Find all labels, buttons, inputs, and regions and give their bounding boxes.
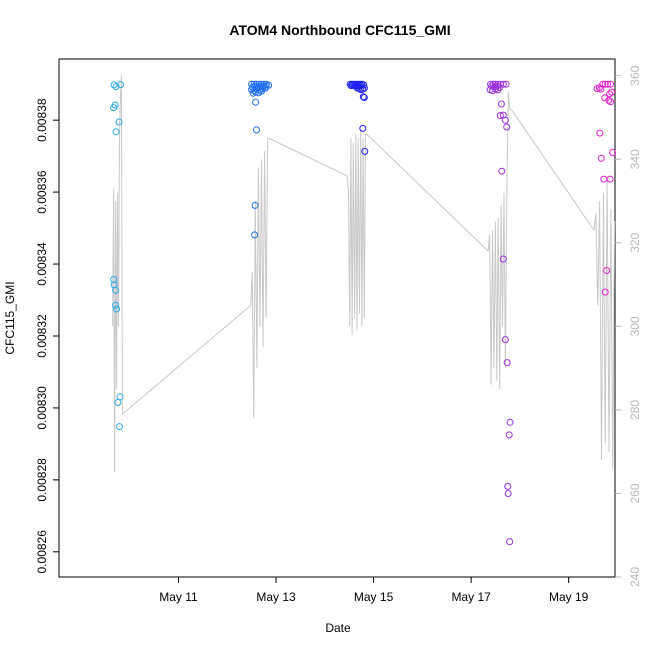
altitude-transit-2 [268, 137, 348, 177]
data-point-flight-5-14 [597, 154, 605, 162]
y2-tick-label: 300 [628, 316, 642, 336]
data-point-flight-4-20 [498, 167, 506, 175]
data-point-flight-5-12 [596, 129, 604, 137]
altitude-profile-flight-5 [593, 180, 617, 469]
data-point-flight-2-26 [251, 201, 259, 209]
altitude-transit-1 [122, 305, 251, 415]
x-axis-label: Date [325, 621, 351, 635]
data-point-flight-2-23 [257, 87, 265, 95]
x-tick-label: May 13 [256, 590, 296, 604]
data-point-flight-4-18 [501, 116, 509, 124]
scatter-points-layer [110, 80, 617, 546]
x-tick-label: May 11 [159, 590, 198, 604]
data-point-flight-5-13 [609, 149, 617, 156]
data-point-flight-1-2 [117, 81, 124, 88]
data-point-flight-2-0 [248, 80, 256, 88]
data-point-flight-3-20 [360, 94, 368, 101]
y-tick-label: 0.00836 [35, 170, 49, 214]
data-point-flight-4-25 [505, 431, 513, 439]
altitude-profile-flight-1 [112, 75, 123, 473]
data-point-flight-5-11 [607, 98, 615, 106]
y-tick-label: 0.00828 [35, 458, 49, 502]
data-point-flight-1-4 [111, 101, 119, 109]
data-point-flight-1-7 [110, 276, 118, 283]
y-axis-left: 0.00826 0.00828 0.00830 0.00832 0.00834 0.008… [35, 98, 59, 573]
x-tick-label: May 17 [451, 590, 491, 604]
y-tick-label: 0.00838 [35, 98, 49, 142]
y2-tick-label: 360 [628, 65, 642, 85]
x-axis: May 11 May 13 May 15 May 17 May 19 [159, 577, 589, 604]
data-point-flight-5-16 [606, 175, 614, 183]
data-point-flight-1-5 [115, 118, 123, 126]
data-point-flight-2-24 [252, 98, 260, 106]
y2-tick-label: 240 [628, 567, 642, 587]
data-point-flight-5-6 [597, 85, 605, 93]
data-point-flight-4-6 [502, 80, 510, 88]
data-point-flight-5-8 [608, 88, 616, 96]
data-point-flight-1-10 [112, 301, 120, 309]
altitude-transit-4 [510, 108, 595, 231]
y2-tick-label: 260 [628, 483, 642, 503]
y-tick-label: 0.00832 [35, 314, 49, 358]
data-point-flight-1-14 [116, 423, 123, 431]
altitude-profile-flight-4 [487, 92, 512, 390]
data-point-flight-4-22 [501, 336, 509, 344]
data-point-flight-4-19 [503, 123, 511, 131]
y-tick-label: 0.00826 [35, 530, 49, 574]
data-point-flight-1-6 [112, 128, 120, 136]
data-point-flight-5-17 [603, 267, 611, 274]
data-point-flight-2-27 [251, 231, 259, 239]
y-tick-label: 0.00834 [35, 242, 49, 286]
chart-title: ATOM4 Northbound CFC115_GMI [229, 22, 450, 38]
y2-tick-label: 340 [628, 149, 642, 169]
plot-frame [58, 58, 616, 578]
data-point-flight-1-13 [114, 399, 122, 406]
data-point-flight-4-27 [504, 490, 512, 497]
y-axis-right: 240 260 280 300 320 340 360 [615, 65, 642, 587]
data-point-flight-5-7 [606, 90, 614, 98]
altitude-transit-3 [366, 133, 489, 252]
data-point-flight-1-11 [113, 305, 121, 313]
y-axis-label: CFC115_GMI [3, 281, 17, 354]
data-point-flight-3-18 [360, 84, 368, 92]
altitude-profile-flight-2 [250, 137, 270, 419]
data-point-flight-4-24 [506, 418, 514, 426]
y2-tick-label: 320 [628, 232, 642, 252]
data-point-flight-4-21 [499, 255, 507, 263]
data-point-flight-3-19 [359, 93, 367, 101]
data-point-flight-4-15 [497, 100, 505, 108]
data-point-flight-4-14 [494, 86, 502, 94]
data-point-flight-1-1 [112, 83, 120, 91]
y-tick-label: 0.00830 [35, 386, 49, 430]
data-point-flight-3-17 [359, 85, 367, 93]
data-point-flight-4-26 [504, 482, 512, 490]
data-point-flight-5-15 [600, 175, 608, 183]
data-point-flight-4-28 [506, 538, 514, 546]
altitude-profile-flight-3 [346, 129, 367, 335]
data-point-flight-5-18 [601, 288, 609, 296]
data-point-flight-3-21 [359, 124, 367, 132]
y2-tick-label: 280 [628, 400, 642, 420]
data-point-flight-4-16 [496, 112, 504, 119]
data-point-flight-3-22 [361, 147, 369, 155]
data-point-flight-5-3 [601, 80, 609, 88]
x-tick-label: May 15 [354, 590, 394, 604]
x-tick-label: May 19 [549, 590, 589, 604]
data-point-flight-2-25 [253, 126, 260, 134]
data-point-flight-5-10 [605, 96, 613, 104]
data-point-flight-1-9 [112, 286, 120, 294]
data-point-flight-5-5 [607, 80, 615, 88]
data-point-flight-4-23 [503, 359, 511, 367]
altitude-line-layer [112, 75, 617, 473]
data-point-flight-5-4 [604, 80, 612, 88]
